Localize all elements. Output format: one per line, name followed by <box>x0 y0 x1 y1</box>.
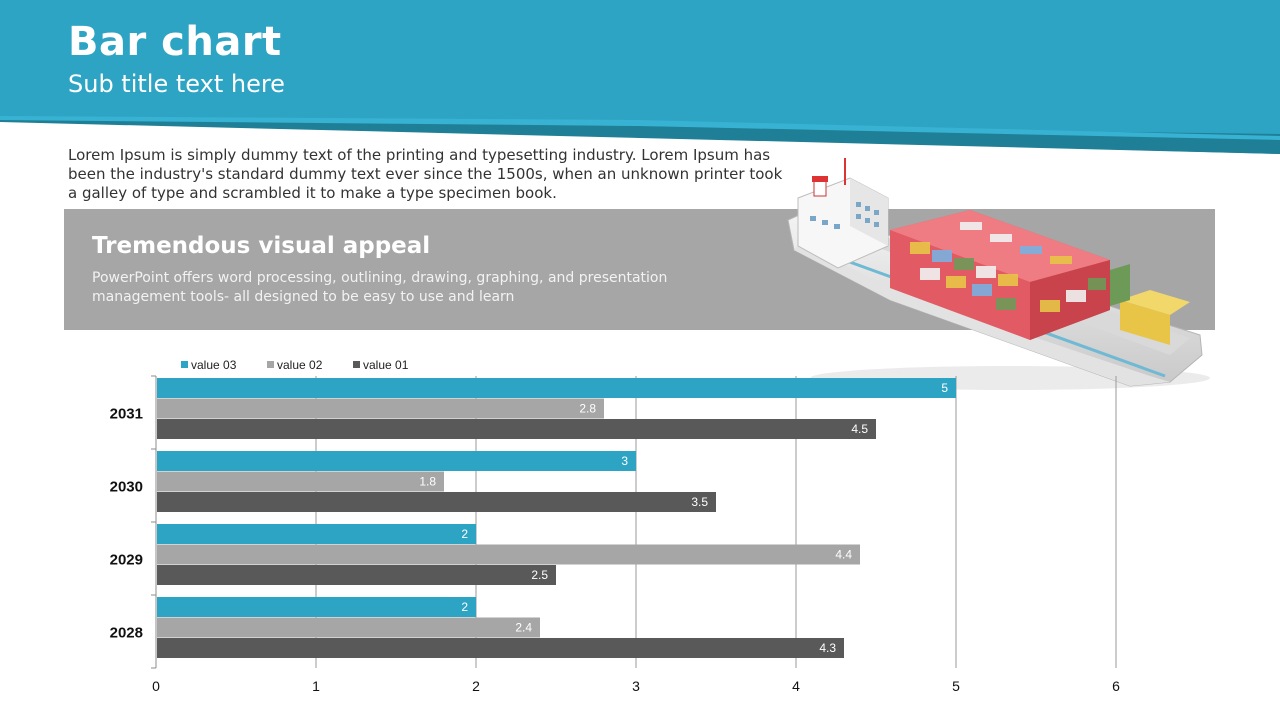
chart-legend: value 03 value 02 value 01 <box>181 358 409 372</box>
x-tick-label: 3 <box>632 678 640 694</box>
bar <box>157 544 860 565</box>
data-label: 4.4 <box>835 548 852 562</box>
header-swoosh <box>0 114 1280 154</box>
bar <box>157 471 444 492</box>
x-tick-label: 2 <box>472 678 480 694</box>
data-label: 1.8 <box>419 475 436 489</box>
legend-swatch-1 <box>181 361 188 368</box>
category-label: 2029 <box>110 552 143 569</box>
data-label: 5 <box>941 381 948 395</box>
bar <box>157 398 604 419</box>
container-ship-image <box>787 158 1210 390</box>
legend-swatch-2 <box>267 361 274 368</box>
x-tick-label: 1 <box>312 678 320 694</box>
bar <box>157 451 636 471</box>
bar <box>157 617 540 638</box>
data-label: 3.5 <box>691 495 708 509</box>
x-tick-label: 0 <box>152 678 160 694</box>
data-label: 4.5 <box>851 422 868 436</box>
data-label: 2 <box>461 527 468 541</box>
data-label: 2.5 <box>531 568 548 582</box>
data-label: 3 <box>621 454 628 468</box>
bar-chart: value 03 value 02 value 01 52.84.531.83.52… <box>110 358 1120 694</box>
legend-label-3: value 01 <box>363 358 409 372</box>
bar <box>157 492 716 512</box>
legend-label-1: value 03 <box>191 358 237 372</box>
bar <box>157 565 556 585</box>
bar <box>157 378 956 398</box>
bar <box>157 638 844 658</box>
panel-text: PowerPoint offers word processing, outli… <box>92 270 668 305</box>
data-label: 2 <box>461 600 468 614</box>
data-label: 4.3 <box>819 641 836 655</box>
header-band: Bar chart Sub title text here <box>0 0 1280 116</box>
x-tick-label: 5 <box>952 678 960 694</box>
intro-paragraph: Lorem Ipsum is simply dummy text of the … <box>68 146 783 202</box>
chart-axes: 2031 2030 2029 2028 0 1 2 3 4 5 6 <box>110 375 1120 694</box>
bar <box>157 524 476 544</box>
bar <box>157 419 876 439</box>
bar <box>157 597 476 617</box>
chart-bars: 5 2.8 4.5 3 1.8 3.5 2 4.4 2.5 2 2.4 4.3 <box>157 378 956 658</box>
legend-label-2: value 02 <box>277 358 323 372</box>
x-tick-label: 6 <box>1112 678 1120 694</box>
data-label: 2.4 <box>515 621 532 635</box>
data-label: 2.8 <box>579 402 596 416</box>
panel-heading: Tremendous visual appeal <box>92 233 431 259</box>
legend-swatch-3 <box>353 361 360 368</box>
category-label: 2030 <box>110 479 143 496</box>
category-label: 2031 <box>110 406 143 423</box>
x-tick-label: 4 <box>792 678 800 694</box>
category-label: 2028 <box>110 625 143 642</box>
page-subtitle: Sub title text here <box>68 70 285 98</box>
page-title: Bar chart <box>68 19 282 65</box>
